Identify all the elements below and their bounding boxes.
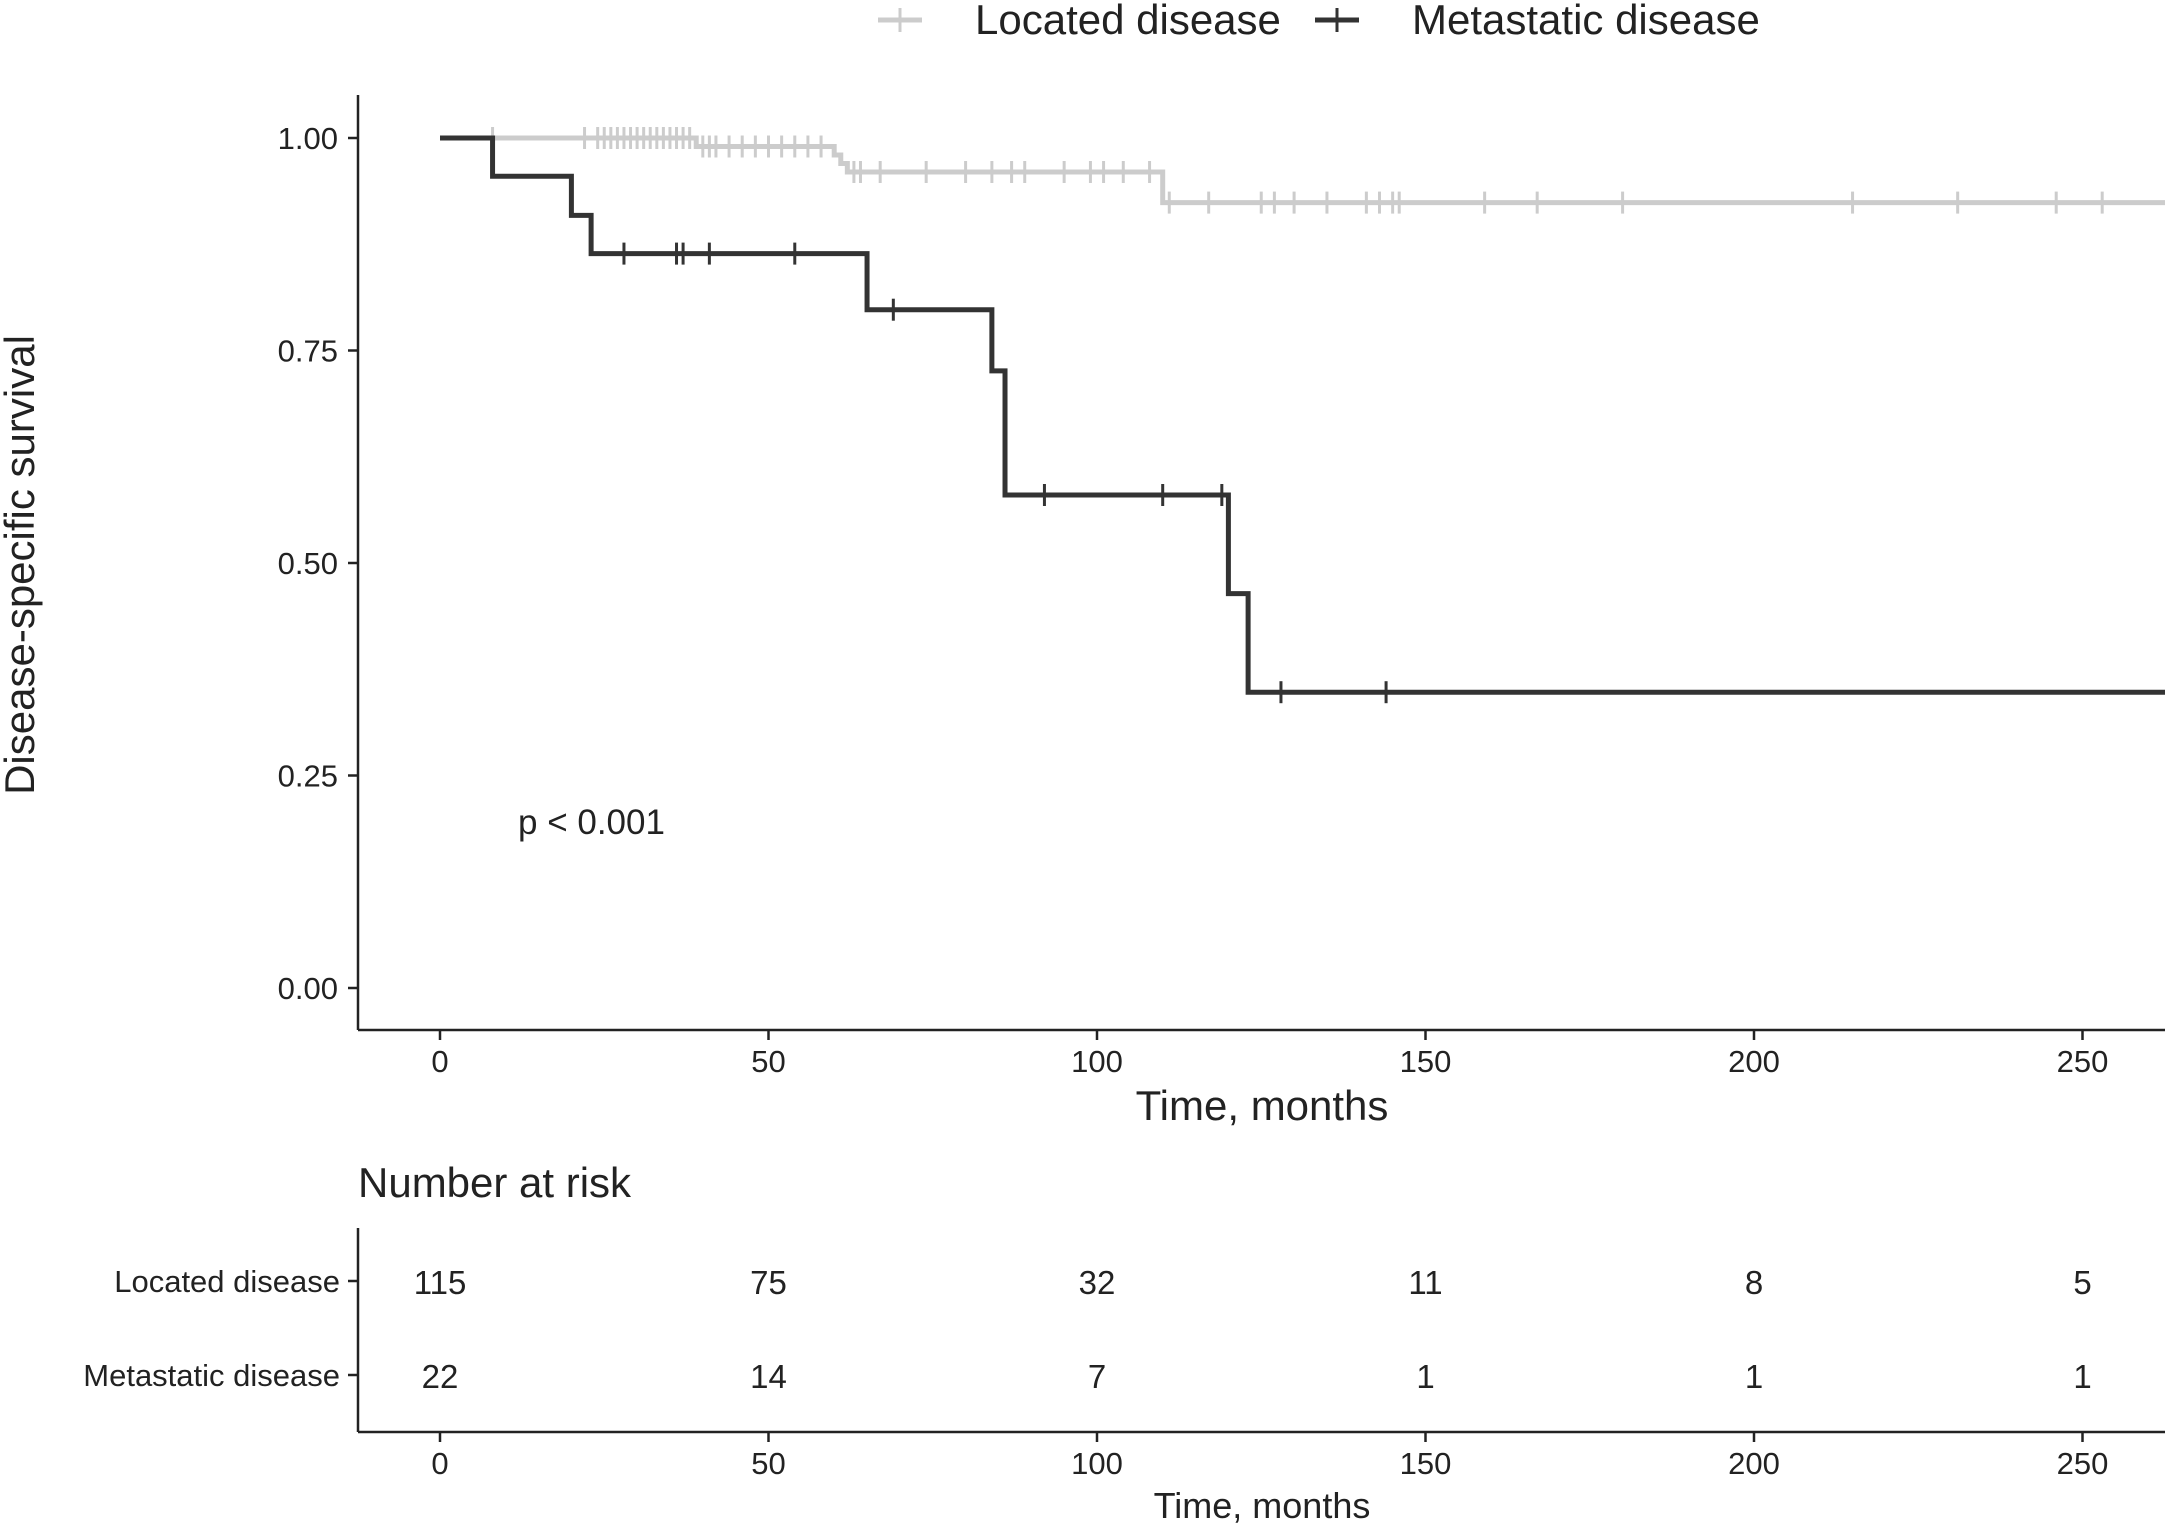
risk-x-ticks: 0 50 100 150 200 250: [431, 1432, 2108, 1481]
risk-row-label: Located disease: [114, 1264, 340, 1299]
y-tick-label: 0.50: [278, 546, 338, 581]
x-tick-label: 250: [2057, 1044, 2109, 1079]
risk-count: 7: [1088, 1358, 1106, 1395]
risk-x-tick-label: 150: [1400, 1446, 1452, 1481]
risk-count: 11: [1408, 1264, 1442, 1301]
legend-item-located: Located disease: [878, 0, 1281, 43]
y-axis-title: Disease-specific survival: [0, 335, 43, 795]
x-tick-label: 0: [431, 1044, 448, 1079]
risk-table-title: Number at risk: [358, 1159, 632, 1206]
legend-label-metastatic: Metastatic disease: [1412, 0, 1760, 43]
risk-x-axis-title: Time, months: [1154, 1485, 1371, 1523]
survival-curve-metastatic: [440, 135, 2165, 695]
risk-x-tick-label: 100: [1071, 1446, 1123, 1481]
risk-x-tick-label: 50: [751, 1446, 785, 1481]
risk-count: 115: [414, 1264, 467, 1301]
legend-item-metastatic: Metastatic disease: [1315, 0, 1760, 43]
x-axis-title: Time, months: [1136, 1082, 1389, 1129]
risk-x-tick-label: 250: [2057, 1446, 2109, 1481]
risk-x-tick-label: 0: [431, 1446, 448, 1481]
risk-count: 32: [1079, 1264, 1116, 1301]
risk-count: 1: [2073, 1358, 2091, 1395]
risk-count: 22: [422, 1358, 459, 1395]
y-tick-label: 0.75: [278, 334, 338, 369]
survival-curve-located: [440, 135, 2165, 206]
x-tick-label: 100: [1071, 1044, 1123, 1079]
y-ticks: 0.00 0.25 0.50 0.75 1.00: [278, 121, 358, 1006]
risk-count: 1: [1745, 1358, 1763, 1395]
x-tick-label: 50: [751, 1044, 785, 1079]
risk-count: 75: [750, 1264, 787, 1301]
risk-count: 14: [750, 1358, 787, 1395]
y-tick-label: 0.25: [278, 759, 338, 794]
legend: Located disease Metastatic disease: [878, 0, 1760, 43]
x-tick-label: 150: [1400, 1044, 1452, 1079]
y-tick-label: 0.00: [278, 971, 338, 1006]
risk-x-tick-label: 200: [1728, 1446, 1780, 1481]
risk-count: 5: [2073, 1264, 2091, 1301]
legend-label-located: Located disease: [975, 0, 1281, 43]
risk-count: 1: [1416, 1358, 1434, 1395]
x-tick-label: 200: [1728, 1044, 1780, 1079]
survival-curves: [440, 127, 2165, 704]
risk-count: 8: [1745, 1264, 1763, 1301]
x-ticks: 0 50 100 150 200 250: [431, 1030, 2108, 1079]
risk-row-label: Metastatic disease: [83, 1358, 340, 1393]
y-tick-label: 1.00: [278, 121, 338, 156]
p-value-annotation: p < 0.001: [518, 803, 665, 842]
